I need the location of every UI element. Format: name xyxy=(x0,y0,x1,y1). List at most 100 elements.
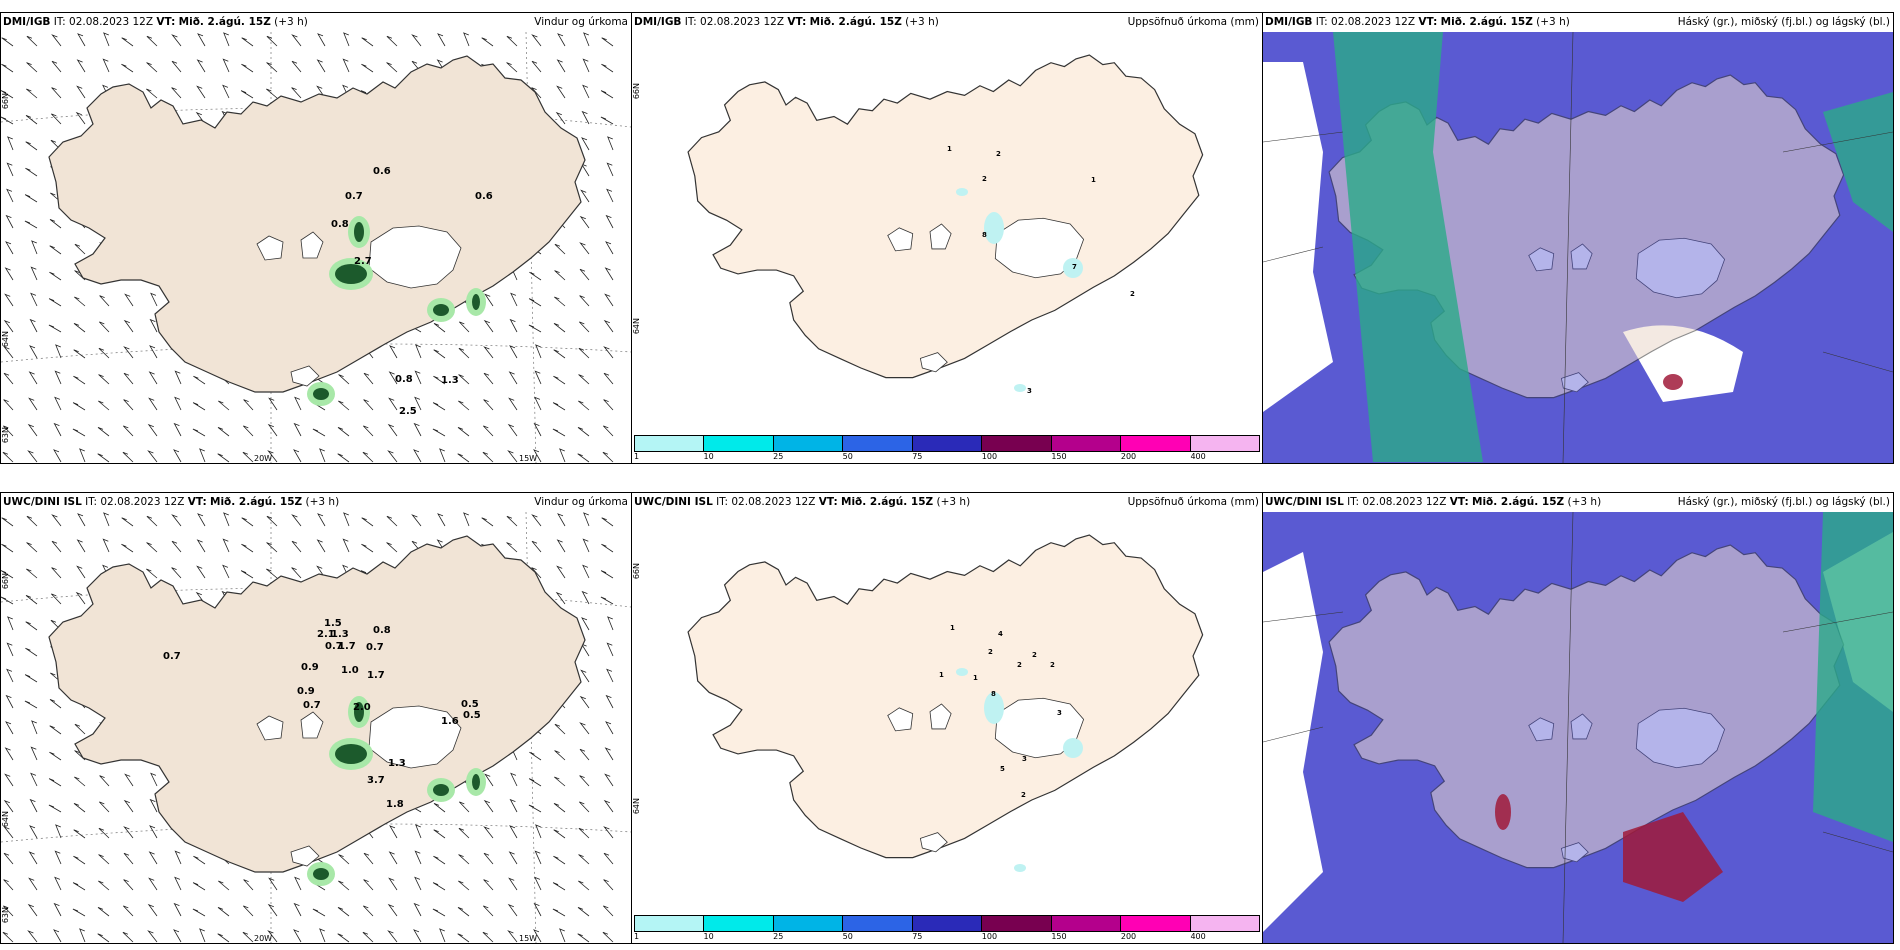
precip-value-label: 1 xyxy=(973,674,978,682)
panel-wind-precip-dini: UWC/DINI ISL IT: 02.08.2023 12Z VT: Mið.… xyxy=(0,492,632,944)
init-time: 02.08.2023 12Z xyxy=(100,496,185,508)
precip-value-label: 4 xyxy=(998,630,1003,638)
iceland-coastline xyxy=(687,54,1204,379)
model-name: DMI/IGB xyxy=(3,16,51,28)
glacier-outline xyxy=(1528,717,1555,742)
iceland-map xyxy=(687,54,1204,379)
precip-value-label: 8 xyxy=(982,231,987,239)
precip-shading xyxy=(956,668,1083,872)
colorbar-tick-label: 25 xyxy=(773,932,784,941)
glacier-outline xyxy=(368,705,462,769)
panel-title: Vindur og úrkoma xyxy=(534,16,628,28)
colorbar-segment xyxy=(704,436,774,451)
glacier-outline xyxy=(300,231,324,259)
glacier-outline xyxy=(1570,713,1593,740)
precip-value-label: 3 xyxy=(1057,709,1062,717)
panel-wind-precip-dmi: DMI/IGB IT: 02.08.2023 12Z VT: Mið. 2.ág… xyxy=(0,12,632,464)
panel-clouds-dini: UWC/DINI ISL IT: 02.08.2023 12Z VT: Mið.… xyxy=(1262,492,1894,944)
init-time: 02.08.2023 12Z xyxy=(69,16,154,28)
panel-header: DMI/IGB IT: 02.08.2023 12Z VT: Mið. 2.ág… xyxy=(632,13,1262,32)
map-plot: 1 4 2 2 2 2 1 1 8 3 3 5 2 xyxy=(632,512,1262,914)
colorbar-tick-label: 1 xyxy=(634,452,640,461)
vt-label: VT: xyxy=(187,496,207,508)
precip-shading xyxy=(956,188,1083,392)
precip-value-label: 0.7 xyxy=(163,651,181,662)
panel-accum-precip-dini: UWC/DINI ISL IT: 02.08.2023 12Z VT: Mið.… xyxy=(631,492,1263,944)
colorbar-segment xyxy=(982,436,1052,451)
init-time: 02.08.2023 12Z xyxy=(1331,16,1416,28)
colorbar-segment xyxy=(912,916,983,931)
precip-value-label: 0.5 xyxy=(463,710,481,721)
glacier-outline xyxy=(1635,707,1726,769)
vt-label: VT: xyxy=(156,16,176,28)
precip-value-label: 0.9 xyxy=(301,662,319,673)
vt-label: VT: xyxy=(787,16,807,28)
colorbar xyxy=(634,915,1260,932)
precip-value-label: 2 xyxy=(1130,290,1135,298)
valid-time: Mið. 2.ágú. 15Z xyxy=(210,496,303,508)
panel-header: UWC/DINI ISL IT: 02.08.2023 12Z VT: Mið.… xyxy=(1,493,631,512)
panel-title: Vindur og úrkoma xyxy=(534,496,628,508)
lead-time: (+3 h) xyxy=(305,496,340,508)
model-name: UWC/DINI ISL xyxy=(1265,496,1344,508)
mid-cloud xyxy=(1495,794,1723,902)
lead-time: (+3 h) xyxy=(1536,16,1570,28)
glacier-outline xyxy=(919,352,948,373)
vt-label: VT: xyxy=(1449,496,1469,508)
precip-value-label: 5 xyxy=(1000,765,1005,773)
map-plot: 0.6 0.7 0.6 0.8 2.7 0.8 1.3 2.5 xyxy=(1,32,631,463)
mid-cloud xyxy=(1663,374,1683,390)
glacier-outline xyxy=(1560,372,1589,393)
panel-header: DMI/IGB IT: 02.08.2023 12Z VT: Mið. 2.ág… xyxy=(1263,13,1893,32)
model-name: DMI/IGB xyxy=(1265,16,1313,28)
panel-header: UWC/DINI ISL IT: 02.08.2023 12Z VT: Mið.… xyxy=(1263,493,1893,512)
precip-value-label: 0.8 xyxy=(373,625,391,636)
precip-value-label: 1 xyxy=(939,671,944,679)
precip-value-label: 2.5 xyxy=(399,406,417,417)
colorbar-segment xyxy=(635,916,705,931)
lat-label-64n: 64N xyxy=(1,811,10,828)
precip-value-label: 1.0 xyxy=(341,665,359,676)
glacier-outline xyxy=(1560,842,1589,863)
colorbar-tick-label: 75 xyxy=(912,932,923,941)
precip-value-label: 2 xyxy=(996,150,1001,158)
colorbar-segment xyxy=(1121,436,1191,451)
precip-value-label: 0.8 xyxy=(331,219,349,230)
model-name: UWC/DINI ISL xyxy=(634,496,713,508)
precip-value-label: 1.7 xyxy=(338,641,356,652)
precip-value-label: 7 xyxy=(1072,263,1077,271)
panel-title: Uppsöfnuð úrkoma (mm) xyxy=(1127,496,1259,508)
lat-label-66n: 66N xyxy=(632,83,641,100)
map-plot: 1 2 2 1 8 7 2 3 xyxy=(632,32,1262,434)
precip-value-label: 1.3 xyxy=(441,375,459,386)
precip-value-label: 2 xyxy=(1021,791,1026,799)
map-plot: 0.7 1.5 2.1 1.3 0.7 1.7 0.8 0.7 0.9 1.0 1.7 0.9 0.7 2… xyxy=(1,512,631,943)
value-labels: 0.71.52.11.30.71.70.80.70.9 1.0 1.70.90.7 2… xyxy=(163,618,481,810)
it-label: IT: xyxy=(85,496,98,508)
colorbar-segment xyxy=(704,916,774,931)
valid-time: Mið. 2.ágú. 15Z xyxy=(809,16,902,28)
precip-value-label: 1.6 xyxy=(441,716,459,727)
it-label: IT: xyxy=(1315,16,1328,28)
high-cloud xyxy=(1333,32,1893,462)
lon-label-15w: 15W xyxy=(519,934,538,943)
colorbar-tick-label: 150 xyxy=(1051,932,1067,941)
lat-label-64n: 64N xyxy=(632,798,641,815)
lat-label-66n: 66N xyxy=(632,563,641,580)
glacier-outline xyxy=(929,223,952,250)
colorbar-tick-label: 100 xyxy=(981,932,998,941)
lon-label-20w: 20W xyxy=(254,934,273,943)
colorbar-segment xyxy=(843,436,913,451)
glacier-outline xyxy=(1528,247,1555,272)
lat-label-64n: 64N xyxy=(1,331,10,348)
precip-value-label: 2.1 xyxy=(317,629,335,640)
precip-value-label: 2 xyxy=(1017,661,1022,669)
it-label: IT: xyxy=(684,16,697,28)
precip-value-label: 0.6 xyxy=(475,191,493,202)
precip-value-label: 3 xyxy=(1027,387,1032,395)
it-label: IT: xyxy=(716,496,729,508)
model-name: UWC/DINI ISL xyxy=(3,496,82,508)
colorbar-segment xyxy=(1051,916,1122,931)
model-name: DMI/IGB xyxy=(634,16,682,28)
precip-value-label: 0.7 xyxy=(325,641,343,652)
